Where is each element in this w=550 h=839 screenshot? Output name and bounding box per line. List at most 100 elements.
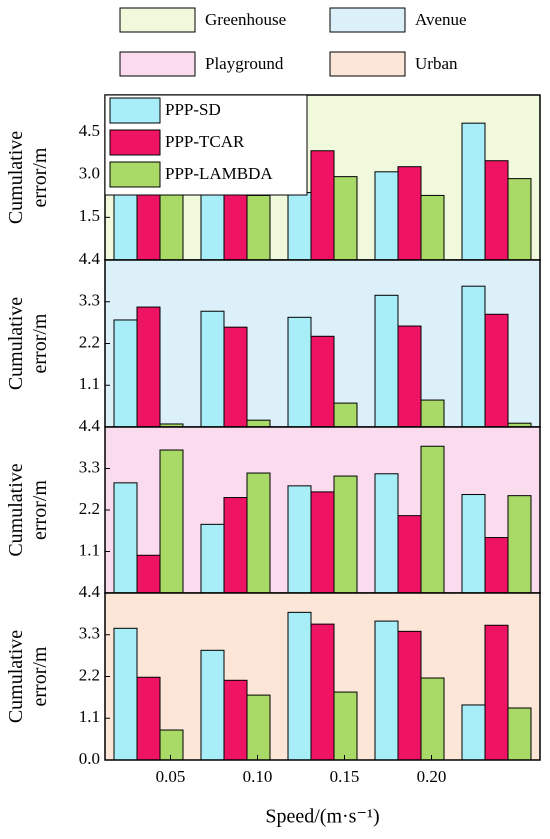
panel-legend-label: Playground (205, 54, 284, 73)
bar (200, 310, 225, 428)
y-axis-label-line: Cumulative (5, 131, 27, 224)
panel-legend-label: Avenue (415, 10, 467, 29)
y-tick-label: 2.2 (79, 499, 100, 518)
bar (374, 620, 399, 761)
y-tick-label: 2.2 (79, 332, 100, 351)
bar (287, 192, 312, 261)
legend-swatch (109, 97, 161, 124)
y-axis-label-line: error/m (29, 480, 51, 540)
bar (484, 624, 509, 761)
bar (246, 694, 271, 761)
bar (420, 677, 445, 761)
bar (246, 194, 271, 261)
bar (484, 160, 509, 261)
bar (223, 497, 248, 594)
bar (223, 326, 248, 428)
bar (287, 316, 312, 428)
bar (461, 704, 486, 761)
panel-legend-swatch (119, 7, 196, 33)
bar (420, 194, 445, 261)
y-axis-label-line: Cumulative (5, 463, 27, 556)
bar (200, 649, 225, 761)
bar (159, 190, 184, 261)
bar (507, 707, 532, 761)
bar (374, 294, 399, 428)
bar (113, 319, 138, 428)
y-tick-label: 4.4 (79, 249, 101, 268)
bar (333, 402, 358, 428)
bar (420, 445, 445, 594)
bar (136, 676, 161, 761)
y-axis-label: Cumulative error/m (5, 297, 51, 390)
y-tick-label: 1.1 (79, 707, 100, 726)
y-tick-label: 4.5 (79, 121, 100, 140)
x-tick-label: 0.05 (156, 767, 186, 786)
x-axis-label: Speed/(m·s⁻¹) (265, 806, 379, 828)
bar (397, 515, 422, 594)
y-tick-label: 4.4 (79, 416, 101, 435)
bar (159, 449, 184, 594)
bar (333, 176, 358, 261)
y-tick-label: 3.3 (79, 624, 100, 643)
y-axis-label-line: error/m (29, 313, 51, 373)
bar (310, 623, 335, 761)
y-tick-label: 1.5 (79, 206, 100, 225)
legend-label: PPP-LAMBDA (165, 164, 273, 183)
bar (310, 150, 335, 261)
bar (333, 475, 358, 594)
legend-label: PPP-TCAR (165, 132, 245, 151)
bar (461, 285, 486, 428)
bar (223, 679, 248, 761)
panel-legend-swatch (119, 51, 196, 77)
bar (507, 495, 532, 594)
x-tick-label: 0.10 (243, 767, 273, 786)
x-tick-label: 0.15 (330, 767, 360, 786)
y-axis-label: Cumulative error/m (5, 131, 51, 224)
y-tick-label: 0.0 (79, 749, 100, 768)
bar (113, 482, 138, 594)
y-tick-label: 3.0 (79, 164, 100, 183)
panel-legend-label: Urban (415, 54, 458, 73)
bar (136, 554, 161, 594)
bar (484, 313, 509, 428)
y-axis-label-line: Cumulative (5, 297, 27, 390)
bar (246, 472, 271, 594)
y-axis-label: Cumulative error/m (5, 463, 51, 556)
y-tick-label: 3.3 (79, 291, 100, 310)
bar (113, 184, 138, 261)
bar (484, 537, 509, 594)
bar (287, 485, 312, 594)
bar (397, 325, 422, 428)
legend-swatch (109, 129, 161, 156)
y-tick-label: 1.1 (79, 374, 100, 393)
panel-legend-swatch (329, 51, 406, 77)
bar (246, 419, 271, 428)
legend-label: PPP-SD (165, 100, 221, 119)
y-axis-label-line: error/m (29, 147, 51, 207)
y-axis-label-line: Cumulative (5, 630, 27, 723)
bar (200, 523, 225, 594)
panel-legend-swatch (329, 7, 406, 33)
bar (287, 611, 312, 761)
bar (310, 491, 335, 594)
bar (374, 473, 399, 594)
bar (461, 122, 486, 261)
y-axis-label-line: error/m (29, 646, 51, 706)
legend-swatch (109, 161, 161, 188)
bar (333, 691, 358, 761)
x-tick-label: 0.20 (417, 767, 447, 786)
bar (397, 630, 422, 761)
bar (113, 627, 138, 761)
y-axis-label: Cumulative error/m (5, 630, 51, 723)
bar (200, 186, 225, 261)
bar (420, 399, 445, 428)
y-tick-label: 2.2 (79, 665, 100, 684)
y-tick-label: 4.4 (79, 582, 101, 601)
bar (397, 166, 422, 261)
bar (310, 335, 335, 428)
bar (159, 729, 184, 761)
panel-legend-label: Greenhouse (205, 10, 286, 29)
bar (461, 494, 486, 594)
bar (507, 178, 532, 261)
